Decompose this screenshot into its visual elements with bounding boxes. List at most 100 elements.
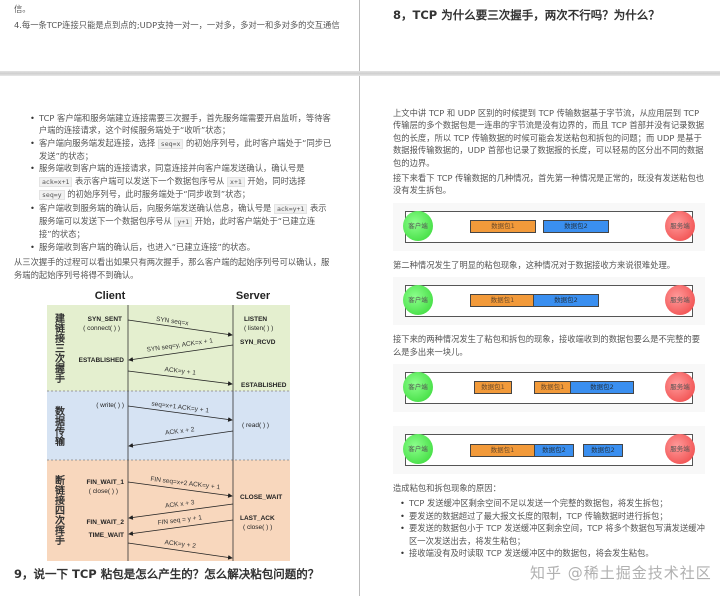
arrow — [127, 370, 233, 386]
packet-1-part: 数据包1 — [534, 381, 571, 395]
client-state: FIN_WAIT_1 — [86, 479, 124, 486]
arrow — [127, 542, 233, 560]
text: 服务端收到客户端的确认后，也进入“已建立连接”的状态。 — [39, 241, 256, 252]
server-state: CLOSE_WAIT — [240, 494, 282, 501]
text: 开始，同时选择 — [244, 175, 306, 186]
arrow — [128, 430, 234, 448]
packet-diagram-split-2: 客户端 数据包1 数据包2 数据包2 服务端 — [393, 426, 705, 475]
list-item: 要发送的数据超过了最大报文长度的限制，TCP 传输数据时进行拆包； — [400, 510, 705, 523]
message-label: SYN seq=x — [156, 316, 190, 328]
arrow — [128, 344, 234, 362]
server-call: ( close( ) ) — [243, 524, 272, 531]
code: seq=y — [39, 190, 65, 201]
heading-9: 9，说一下 TCP 粘包是怎么产生的？怎么解决粘包问题的？ — [14, 567, 320, 582]
page-divider-horizontal — [0, 71, 720, 76]
transfer-band — [47, 391, 290, 461]
client-node: 客户端 — [403, 372, 433, 403]
para-4: 接下来的两种情况发生了粘包和拆包的现象，接收端收到的数据包要么是不完整的要么是多… — [393, 334, 700, 357]
client-state: TIME_WAIT — [89, 532, 124, 539]
left-page: 信。 4.每一条TCP连接只能是点到点的;UDP支持一对一，一对多，多对一和多对… — [0, 0, 359, 582]
packet-2: 数据包2 — [533, 294, 599, 308]
text: 表示服务端可以发送下一个数据包序号从 — [39, 202, 327, 227]
list-item: TCP 客户端和服务端建立连接需要三次握手，首先服务端需要开启监听，等待客户端的… — [30, 112, 332, 137]
packet-2-part: 数据包2 — [583, 444, 623, 458]
packet-diagram-split-1: 客户端 数据包1 数据包1 数据包2 服务端 — [393, 364, 705, 413]
arrow — [127, 481, 233, 498]
phase-label-teardown: 断链接四次挥手 — [53, 474, 66, 546]
arrow — [128, 519, 234, 536]
arrow — [127, 405, 233, 422]
packet-1: 数据包1 — [470, 294, 535, 308]
client-call: ( write( ) ) — [96, 402, 124, 409]
client-call: ( close( ) ) — [89, 488, 118, 495]
server-title: Server — [236, 290, 271, 302]
server-node: 服务端 — [665, 372, 695, 403]
client-state: FIN_WAIT_2 — [86, 519, 124, 526]
phase-label-transfer: 数据传输 — [53, 405, 66, 447]
message-label: ACK=y + 1 — [164, 366, 196, 377]
conclusion: 从三次握手的过程可以看出如果只有两次握手，那么客户端的起始序列号可以确认，服务端… — [14, 257, 330, 280]
text: 客户端收到服务端的确认后，向服务端发送确认信息，确认号是 — [39, 202, 274, 213]
packet-channel: 客户端 数据包1 数据包1 数据包2 服务端 — [403, 372, 695, 405]
client-node: 客户端 — [403, 434, 433, 465]
list-item: 服务端收到客户端的连接请求，同意连接并向客户端发送确认，确认号是 ack=x+1… — [30, 162, 332, 201]
handshake-steps: TCP 客户端和服务端建立连接需要三次握手，首先服务端需要开启监听，等待客户端的… — [30, 112, 332, 254]
causes-list: TCP 发送缓冲区剩余空间不足以发送一个完整的数据包，将发生拆包； 要发送的数据… — [400, 497, 705, 559]
text: 客户端向服务端发起连接，选择 — [39, 137, 158, 148]
server-state: LAST_ACK — [240, 515, 275, 522]
list-item: 接收端没有及时读取 TCP 发送缓冲区中的数据包，将会发生粘包。 — [400, 547, 705, 560]
text: 的初始序列号，此时服务端处于“同步收到”状态； — [64, 189, 251, 200]
server-node: 服务端 — [665, 434, 695, 465]
packet-2: 数据包2 — [543, 219, 609, 233]
text: 的初始序列号，此时客户端处于“同步已发送”的状态； — [39, 137, 332, 162]
page-divider-vertical — [359, 0, 360, 596]
code: ack=x+1 — [39, 176, 73, 187]
code: ack=y+1 — [273, 203, 308, 214]
packet-2: 数据包2 — [570, 381, 634, 395]
server-state: LISTEN — [244, 316, 267, 323]
para-1: 上文中讲 TCP 和 UDP 区别的时候提到 TCP 传输数据基于字节流，从应用… — [393, 108, 705, 168]
list-item: 服务端收到客户端的确认后，也进入“已建立连接”的状态。 — [30, 241, 332, 254]
list-item: TCP 发送缓冲区剩余空间不足以发送一个完整的数据包，将发生拆包； — [400, 497, 705, 510]
server-state: SYN_RCVD — [240, 339, 276, 346]
arrow — [128, 503, 234, 520]
message-label: ACK x + 2 — [165, 426, 195, 437]
message-label: ACK=y + 2 — [164, 539, 196, 550]
text: 开始，此时客户端处于“已建立连接”的状态； — [39, 216, 316, 240]
tcp-handshake-diagram: Client Server 建链接三次握手 数据传输 断链接四次挥手 SYN_S… — [47, 290, 290, 562]
packet-channel: 客户端 数据包1 数据包2 数据包2 服务端 — [403, 434, 695, 467]
client-title: Client — [95, 290, 126, 302]
client-state: ESTABLISHED — [79, 357, 125, 364]
code: x+1 — [227, 176, 245, 187]
packet-2-part: 数据包2 — [534, 444, 574, 458]
handshake-band — [47, 305, 290, 392]
server-node: 服务端 — [665, 285, 695, 316]
client-node: 客户端 — [403, 210, 433, 241]
code: seq=x — [157, 138, 184, 149]
text: TCP 客户端和服务端建立连接需要三次握手，首先服务端需要开启监听，等待客户端的… — [39, 112, 331, 136]
client-call: ( connect( ) ) — [83, 325, 120, 332]
packet-channel: 客户端 数据包1 数据包2 服务端 — [403, 210, 695, 243]
packet-1: 数据包1 — [474, 381, 512, 395]
server-state: ESTABLISHED — [241, 382, 287, 389]
server-call: ( read( ) ) — [242, 422, 269, 429]
packet-1: 数据包1 — [470, 444, 535, 458]
list-item: 客户端收到服务端的确认后，向服务端发送确认信息，确认号是 ack=y+1 表示服… — [30, 202, 332, 241]
para-2: 接下来看下 TCP 传输数据的几种情况，首先第一种情况是正常的，既没有发送粘包也… — [393, 173, 705, 196]
teardown-band — [47, 460, 290, 562]
top-fragment: 信。 — [14, 4, 31, 14]
heading-8: 8，TCP 为什么要三次握手，两次不行吗？为什么？ — [393, 8, 660, 22]
message-label: ACK x + 3 — [165, 499, 195, 510]
server-node: 服务端 — [665, 210, 695, 241]
para-3: 第二种情况发生了明显的粘包现象，这种情况对于数据接收方来说很难处理。 — [393, 259, 676, 270]
text: 服务端收到客户端的连接请求，同意连接并向客户端发送确认，确认号是 — [39, 163, 305, 174]
phase-label-handshake: 建链接三次握手 — [53, 312, 66, 384]
causes-title: 造成粘包和拆包现象的原因： — [393, 483, 501, 494]
right-page: 8，TCP 为什么要三次握手，两次不行吗？为什么？ 上文中讲 TCP 和 UDP… — [360, 0, 720, 583]
packet-diagram-normal: 客户端 数据包1 数据包2 服务端 — [393, 202, 705, 251]
list-item: 客户端向服务端发起连接，选择 seq=x 的初始序列号，此时客户端处于“同步已发… — [30, 137, 332, 163]
text: 表示客户端可以发送下一个数据包序号从 — [72, 175, 228, 186]
arrow — [127, 319, 233, 337]
code: y+1 — [174, 217, 193, 228]
packet-channel: 客户端 数据包1 数据包2 服务端 — [403, 285, 695, 318]
